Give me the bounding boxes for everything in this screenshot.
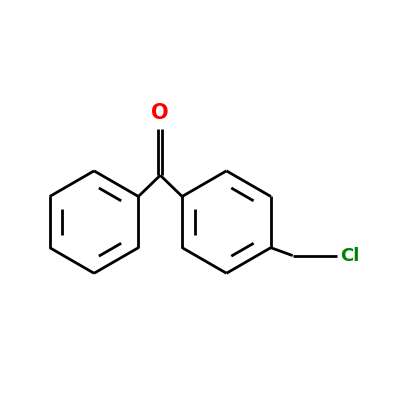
Text: O: O — [152, 103, 169, 123]
Text: Cl: Cl — [340, 247, 360, 265]
